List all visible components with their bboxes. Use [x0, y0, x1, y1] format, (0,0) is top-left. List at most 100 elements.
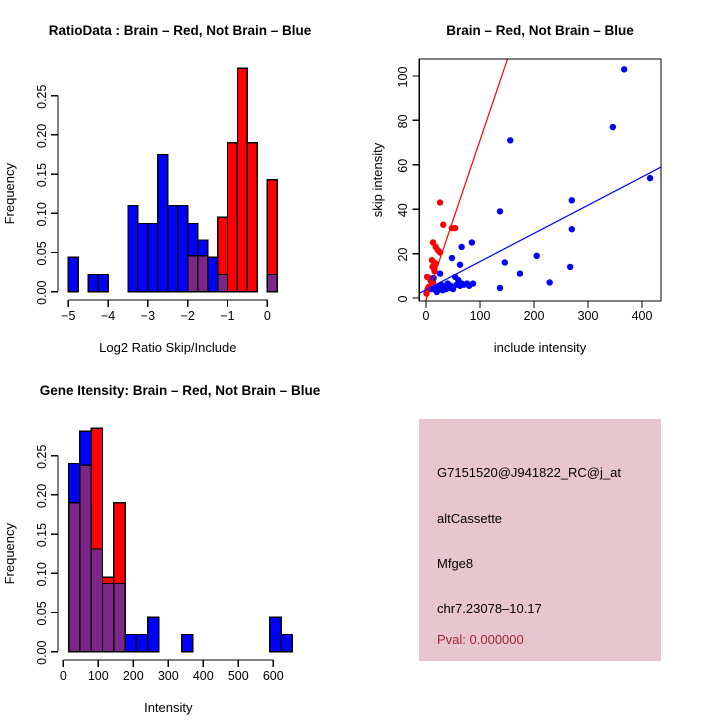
scatter-point-brain: [436, 199, 444, 206]
histogram-bar: [87, 273, 99, 293]
scatter-point-not-brain: [568, 225, 575, 233]
scatter-point-not-brain: [456, 261, 464, 268]
histogram-overlap-bar: [266, 273, 278, 293]
histogram-bar: [157, 153, 169, 293]
y-tick-label: 0.25: [35, 444, 49, 468]
scatter-point-brain: [440, 221, 447, 228]
histogram-bar: [135, 633, 149, 653]
histogram-bar: [246, 142, 259, 293]
histogram-bar: [177, 204, 189, 293]
x-tick-label: 400: [632, 309, 653, 323]
histogram-bar: [180, 633, 194, 653]
pvalue-text: Pval: 0.000000: [437, 632, 524, 647]
scatter-point-not-brain: [469, 280, 477, 287]
y-tick-label: 0.00: [35, 640, 49, 664]
scatter-point-not-brain: [516, 270, 524, 277]
x-tick-label: 100: [470, 309, 491, 323]
y-tick-label: 80: [396, 114, 410, 128]
gene-intensity-histogram-panel: 0.00 0.05 0.10 0.15 0.20 0.25 0 100 200 300 400 500…: [2, 383, 321, 715]
histogram-bar: [167, 204, 179, 293]
y-tick-label: 0.15: [35, 163, 49, 187]
x-tick-label: −1: [220, 309, 234, 323]
x-tick-label: 300: [578, 309, 599, 323]
panel-title: Brain – Red, Not Brain – Blue: [446, 23, 634, 38]
scatter-point-not-brain: [449, 285, 457, 293]
x-tick-label: −2: [181, 309, 195, 323]
intensity-scatter-panel: 0 100 200 300 400 0 20 40 60 80 100 skip intensity i…: [370, 23, 662, 355]
not-brain-fit-line: [419, 166, 662, 294]
y-tick-label: 0.15: [35, 523, 49, 547]
x-tick-label: 200: [123, 669, 144, 683]
x-axis-label: Intensity: [144, 700, 193, 715]
brain-fit-line: [425, 58, 509, 302]
scatter-point-not-brain: [501, 259, 509, 266]
histogram-bar: [97, 273, 109, 293]
histogram-bar: [147, 222, 159, 293]
y-tick-label: 20: [396, 248, 410, 262]
event-type-text: altCassette: [437, 511, 503, 526]
panel-title: Gene Itensity: Brain – Red, Not Brain – …: [40, 383, 321, 398]
scatter-point-not-brain: [546, 279, 553, 286]
y-tick-label: 0.05: [35, 241, 49, 265]
scatter-point-brain: [451, 224, 459, 232]
histogram-bar: [146, 616, 160, 653]
gene-info-box: G7151520@J941822_RC@j_at altCassette Mfg…: [419, 419, 661, 661]
y-tick-label: 0.10: [35, 202, 49, 226]
scatter-point-not-brain: [458, 243, 465, 251]
panel-title: RatioData : Brain – Red, Not Brain – Blu…: [49, 23, 312, 38]
scatter-point-not-brain: [533, 252, 540, 260]
scatter-point-not-brain: [507, 137, 514, 144]
x-axis-label: include intensity: [494, 340, 587, 355]
scatter-point-not-brain: [566, 263, 574, 271]
scatter-point-not-brain: [468, 239, 476, 246]
histogram-bar: [269, 616, 282, 653]
scatter-point-not-brain: [568, 197, 575, 204]
scatter-point-not-brain: [448, 254, 456, 262]
scatter-point-not-brain: [609, 123, 617, 131]
x-tick-label: 500: [228, 669, 249, 683]
histogram-overlap-bar: [90, 548, 104, 653]
x-tick-label: 600: [263, 669, 284, 683]
histogram-bar: [206, 256, 219, 293]
scatter-point-not-brain: [646, 174, 654, 182]
scatter-point-not-brain: [496, 208, 504, 215]
x-tick-label: 400: [193, 669, 214, 683]
x-tick-label: 300: [158, 669, 179, 683]
chromosome-location-text: chr7.23078–10.17: [437, 601, 542, 616]
histogram-bar: [124, 633, 138, 653]
y-tick-label: 40: [396, 203, 410, 217]
y-axis-label: Frequency: [2, 522, 17, 584]
histogram-bar: [280, 633, 294, 653]
scatter-point-not-brain: [496, 284, 504, 292]
x-tick-label: 100: [88, 669, 109, 683]
y-tick-label: 0.20: [35, 484, 49, 508]
scatter-point-not-brain: [436, 270, 444, 277]
histogram-bar: [67, 256, 79, 293]
histogram-overlap-bar: [196, 254, 209, 293]
histogram-overlap-bar: [101, 582, 115, 653]
x-tick-label: −5: [61, 309, 75, 323]
histogram-bar: [127, 204, 139, 293]
y-axis-label: skip intensity: [370, 142, 385, 217]
histogram-overlap-bar: [67, 502, 81, 653]
histogram-overlap-bar: [186, 254, 199, 293]
scatter-point-not-brain: [620, 66, 628, 73]
x-tick-label: 0: [60, 669, 67, 683]
y-axis-label: Frequency: [2, 162, 17, 224]
x-tick-label: −4: [101, 309, 115, 323]
y-tick-label: 0.05: [35, 601, 49, 625]
x-axis-label: Log2 Ratio Skip/Include: [99, 340, 236, 355]
plot-box: [418, 58, 662, 302]
histogram-bar: [236, 67, 249, 293]
y-tick-label: 0.10: [35, 562, 49, 586]
y-tick-label: 0: [396, 295, 410, 302]
histogram-overlap-bar: [216, 273, 229, 293]
probe-id-text: G7151520@J941822_RC@j_at: [437, 465, 621, 480]
x-tick-label: −3: [141, 309, 155, 323]
y-tick-label: 0.20: [35, 124, 49, 148]
histogram-overlap-bar: [79, 464, 92, 653]
histogram-overlap-bar: [113, 582, 126, 653]
y-tick-label: 0.25: [35, 84, 49, 108]
y-tick-label: 60: [396, 159, 410, 173]
